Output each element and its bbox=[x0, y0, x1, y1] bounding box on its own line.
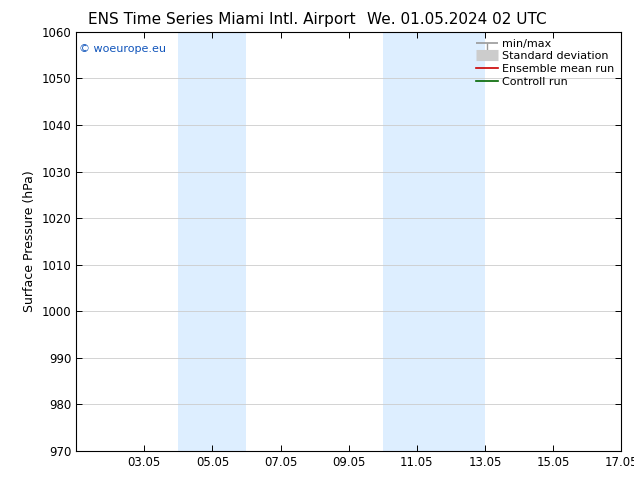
Legend: min/max, Standard deviation, Ensemble mean run, Controll run: min/max, Standard deviation, Ensemble me… bbox=[472, 35, 618, 90]
Text: © woeurope.eu: © woeurope.eu bbox=[79, 45, 166, 54]
Bar bbox=[383, 32, 485, 451]
Text: ENS Time Series Miami Intl. Airport: ENS Time Series Miami Intl. Airport bbox=[88, 12, 356, 27]
Text: We. 01.05.2024 02 UTC: We. 01.05.2024 02 UTC bbox=[366, 12, 547, 27]
Y-axis label: Surface Pressure (hPa): Surface Pressure (hPa) bbox=[23, 171, 36, 312]
Bar bbox=[178, 32, 247, 451]
